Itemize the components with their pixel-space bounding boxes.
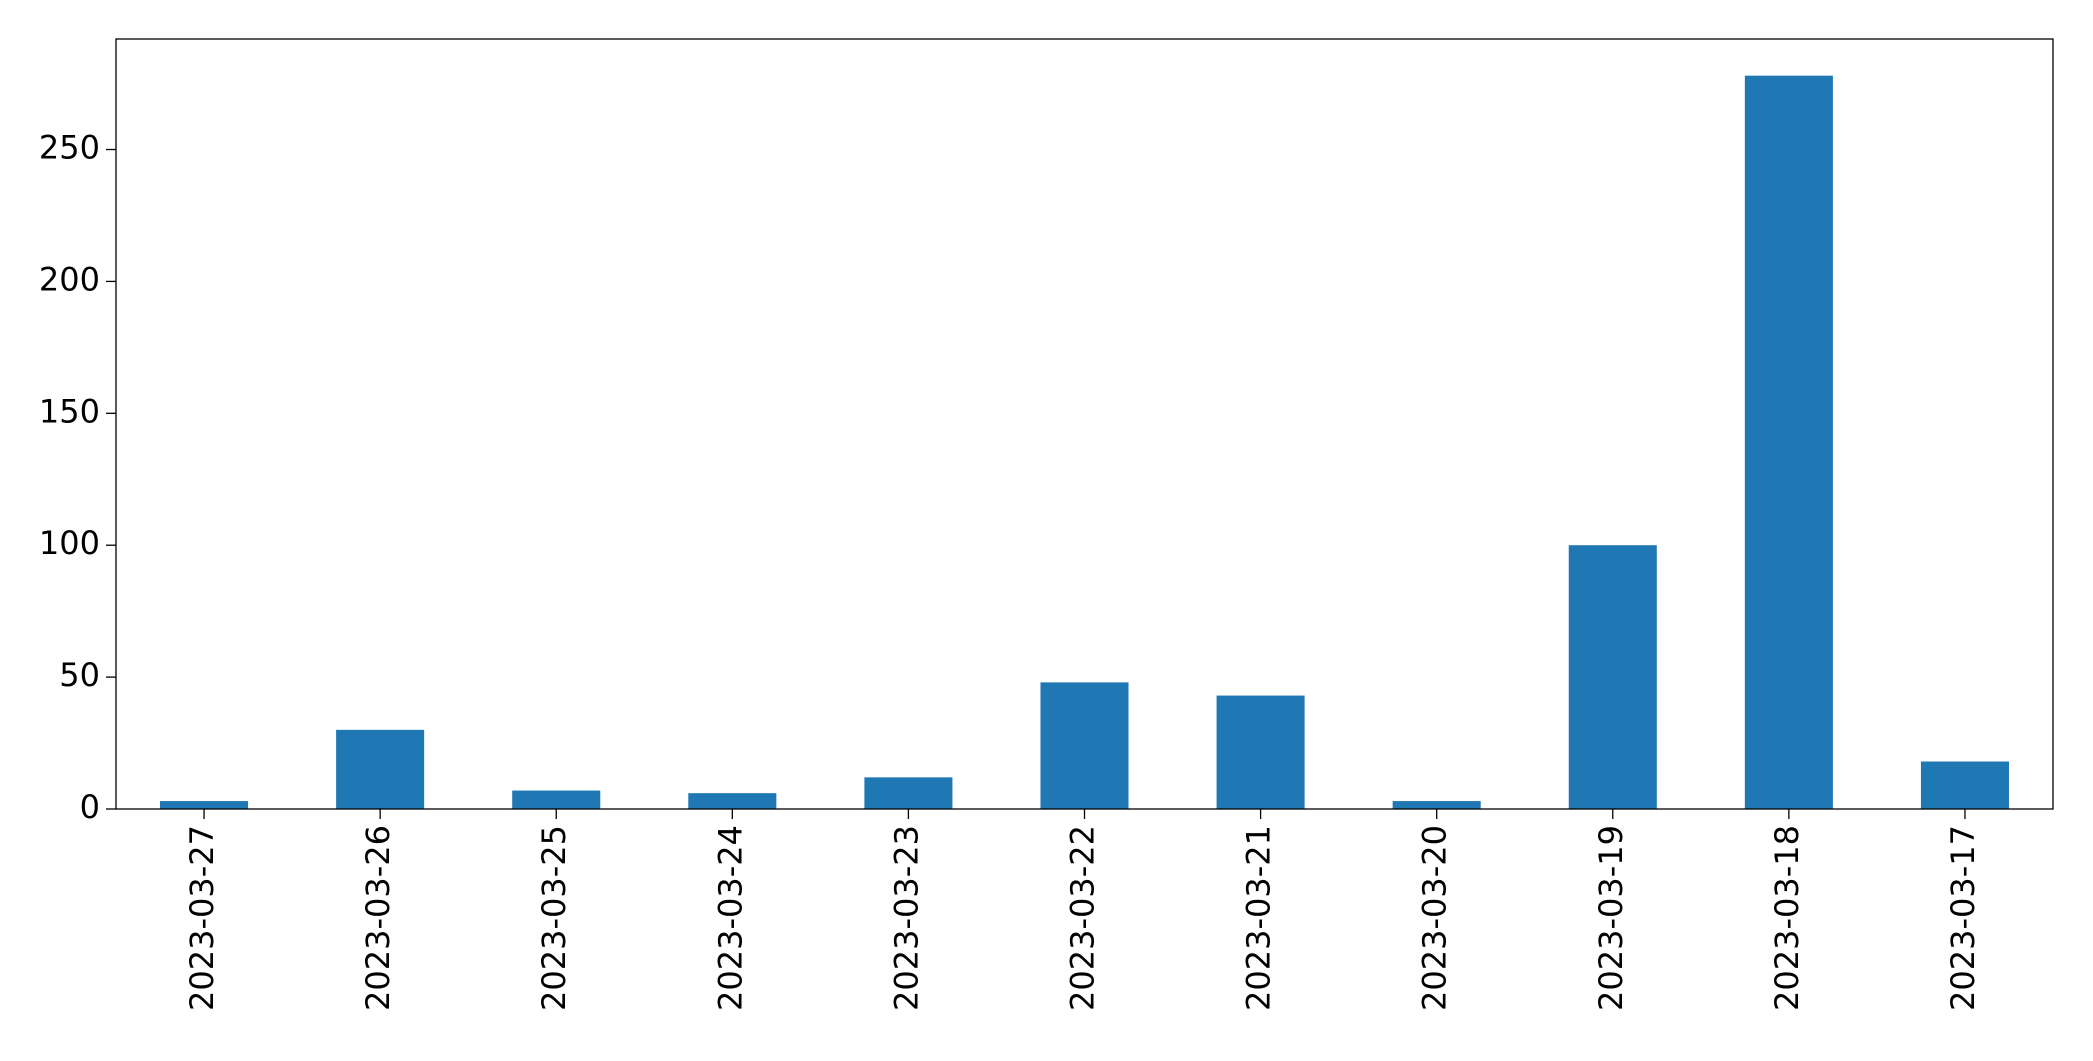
x-tick-label: 2023-03-27 [183, 825, 221, 1011]
bar [1216, 695, 1305, 809]
y-tick-label: 50 [59, 656, 100, 694]
bar [160, 801, 249, 809]
bar [1568, 545, 1657, 809]
bar [512, 790, 601, 809]
bar [688, 793, 777, 809]
x-tick-label: 2023-03-19 [1592, 825, 1630, 1011]
x-tick-label: 2023-03-22 [1064, 825, 1102, 1011]
x-tick-label: 2023-03-23 [887, 825, 925, 1011]
y-tick-label: 150 [39, 392, 100, 430]
plot-frame [115, 38, 2054, 810]
y-tick-label: 0 [80, 788, 100, 826]
bar [1920, 761, 2009, 809]
x-tick-label: 2023-03-24 [711, 825, 749, 1011]
y-tick-label: 100 [39, 524, 100, 562]
x-tick-label: 2023-03-21 [1240, 825, 1278, 1011]
bar [336, 729, 425, 809]
x-tick-label: 2023-03-17 [1944, 825, 1982, 1011]
bar [864, 777, 953, 809]
x-tick-label: 2023-03-18 [1768, 825, 1806, 1011]
x-tick-label: 2023-03-26 [359, 825, 397, 1011]
y-tick-label: 200 [39, 260, 100, 298]
y-tick-label: 250 [39, 129, 100, 167]
bar [1744, 75, 1833, 809]
bar [1040, 682, 1129, 809]
x-tick-label: 2023-03-20 [1416, 825, 1454, 1011]
bar [1392, 801, 1481, 809]
x-tick-label: 2023-03-25 [535, 825, 573, 1011]
